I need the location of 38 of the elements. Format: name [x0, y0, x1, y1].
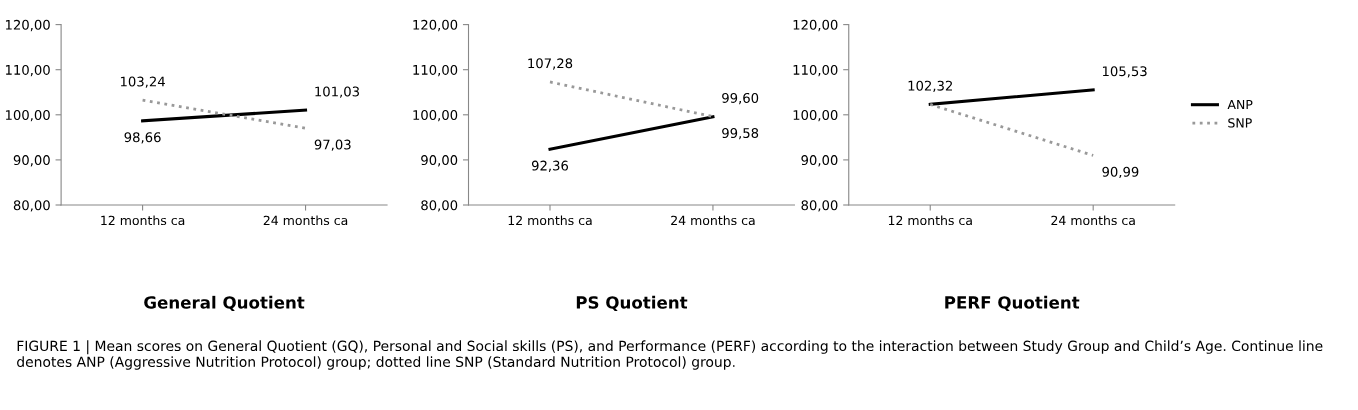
y-tick-label: 100,00 — [793, 110, 838, 122]
data-label: 101,03 — [315, 86, 359, 98]
data-label: 90,99 — [1102, 166, 1139, 179]
data-label: 92,36 — [531, 160, 569, 172]
legend-label: ANP — [1227, 99, 1253, 110]
y-tick-label: 110,00 — [5, 64, 50, 77]
x-tick-label: 12 months ca — [101, 215, 185, 226]
caption: FIGURE 1 | Mean scores on General Quotient (GQ), Personal and Social skills (PS), and Performance (PERF) according to the interaction between Study Group and Child’s Age. Continue line denotes ANP (Aggressive Nutrition Protocol) group; dotted line SNP (Standard Nutrition Protocol) group. — [17, 340, 1323, 370]
y-tick-label: 80,00 — [13, 200, 50, 212]
data-label: 107,28 — [528, 58, 573, 70]
y-tick-label: 120,00 — [5, 19, 50, 32]
y-tick-label: 120,00 — [793, 19, 838, 32]
data-label: 103,24 — [120, 76, 165, 88]
data-label: 98,66 — [124, 132, 161, 144]
x-tick-label: 24 months ca — [1051, 215, 1135, 226]
text: General Quotient — [144, 295, 305, 311]
x-tick-label: 12 months ca — [508, 215, 592, 226]
y-tick-label: 90,00 — [13, 155, 50, 167]
x-tick-label: 24 months ca — [263, 215, 348, 226]
y-tick-label: 90,00 — [421, 155, 458, 167]
y-tick-label: 80,00 — [801, 200, 838, 212]
y-tick-label: 110,00 — [413, 64, 458, 77]
data-label: 102,32 — [908, 80, 952, 93]
y-tick-label: 110,00 — [793, 64, 838, 77]
y-tick-label: 120,00 — [413, 19, 458, 32]
data-label: 105,53 — [1102, 66, 1147, 78]
text: PERF Quotient — [945, 295, 1080, 311]
data-label: 97,03 — [314, 139, 351, 151]
y-tick-label: 80,00 — [421, 200, 458, 212]
legend-label: SNP — [1228, 118, 1252, 128]
data-label: 99,60 — [722, 92, 759, 105]
x-tick-label: 24 months ca — [671, 215, 755, 226]
y-tick-label: 100,00 — [413, 110, 458, 122]
x-tick-label: 12 months ca — [888, 215, 972, 226]
data-label: 99,58 — [722, 128, 759, 140]
y-tick-label: 100,00 — [5, 110, 50, 122]
y-tick-label: 90,00 — [801, 155, 838, 167]
text: PS Quotient — [576, 295, 688, 311]
